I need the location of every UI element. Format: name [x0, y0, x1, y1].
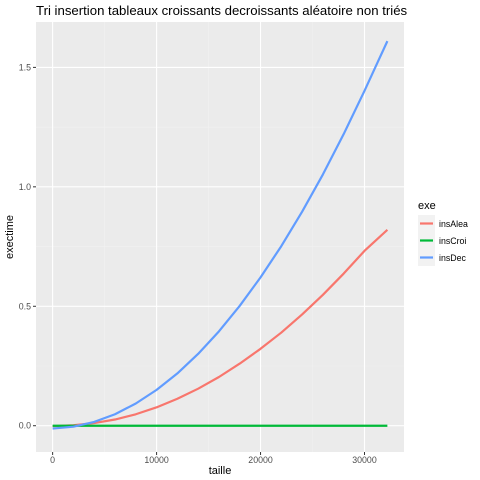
- y-axis-title: exectime: [4, 215, 16, 259]
- minor-gridlines: [36, 22, 404, 452]
- plot-panel: [36, 22, 404, 452]
- legend-item-insAlea: insAlea: [418, 215, 468, 232]
- y-axis: 0.0 0.5 1.0 1.5: [19, 62, 36, 431]
- legend-item-insCroi: insCroi: [418, 232, 466, 249]
- y-tick-label: 1.5: [19, 62, 31, 72]
- legend-title: exe: [418, 200, 436, 212]
- legend-item-insDec: insDec: [418, 249, 466, 266]
- legend-label: insCroi: [439, 236, 466, 246]
- x-tick-label: 10000: [144, 455, 169, 465]
- legend-items: insAlea insCroi insDec: [418, 215, 468, 266]
- x-tick-label: 30000: [352, 455, 377, 465]
- series-line-insDec: [52, 40, 389, 430]
- series-lines: [52, 40, 389, 430]
- y-tick-label: 1.0: [19, 182, 31, 192]
- y-tick-label: 0.0: [19, 421, 31, 431]
- series-line-insAlea: [52, 229, 389, 428]
- legend-label: insDec: [439, 253, 466, 263]
- chart-title: Tri insertion tableaux croissants decroi…: [36, 3, 408, 18]
- x-axis-title: taille: [209, 465, 232, 477]
- x-tick-label: 20000: [248, 455, 273, 465]
- legend-label: insAlea: [439, 219, 468, 229]
- legend: exe insAlea insCroi insDec: [418, 200, 468, 266]
- x-axis: 0 10000 20000 30000: [50, 452, 377, 465]
- y-tick-label: 0.5: [19, 301, 31, 311]
- x-tick-label: 0: [50, 455, 55, 465]
